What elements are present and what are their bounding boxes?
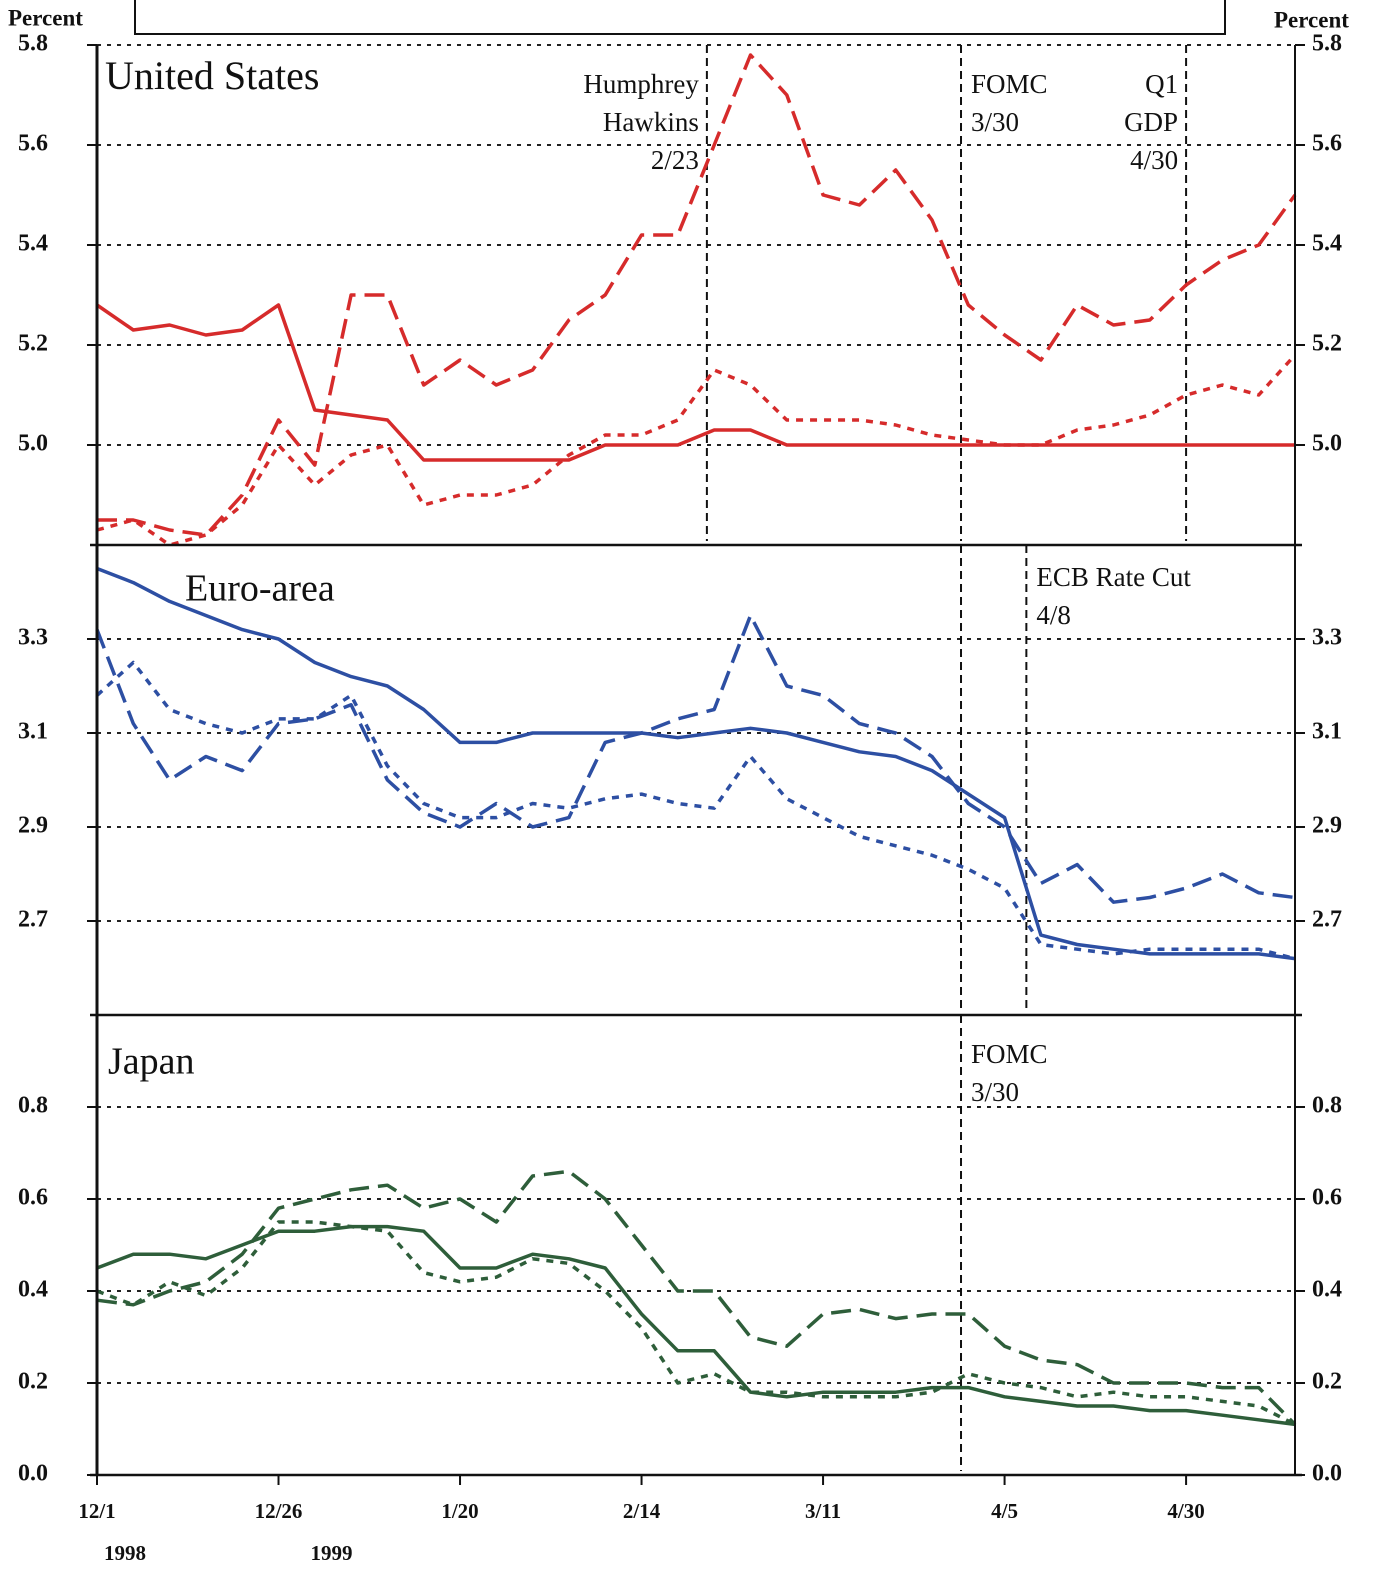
y2-tick-label: 0.0 [1312, 1461, 1342, 1487]
y2-tick-label: 2.7 [1312, 907, 1342, 933]
series-line [96, 1220, 1296, 1426]
x-tick-label: 2/14 [623, 1499, 661, 1523]
y2-tick-label: 3.3 [1312, 625, 1342, 651]
y2-tick-label: 0.4 [1312, 1277, 1342, 1303]
panel-title: United States [105, 53, 319, 98]
series-line [96, 353, 1297, 547]
y-tick-label: 5.4 [18, 231, 48, 257]
y-tick-label: 5.2 [18, 331, 48, 357]
y-tick-label: 0.4 [18, 1277, 48, 1303]
x-tick-label: 12/26 [255, 1499, 303, 1523]
event-label: Humphrey [583, 69, 699, 99]
year-label: 1998 [104, 1541, 146, 1565]
y-tick-label: 3.1 [18, 719, 48, 745]
y-tick-label: 2.7 [18, 907, 48, 933]
event-label: Q1 [1145, 69, 1178, 99]
x-tick-label: 12/1 [78, 1499, 115, 1523]
y-tick-label: 2.9 [18, 813, 48, 839]
y2-tick-label: 3.1 [1312, 719, 1342, 745]
series-line [96, 303, 1295, 462]
y-axis-label: Percent [8, 5, 83, 30]
event-label: FOMC [971, 69, 1048, 99]
series-line [96, 566, 1296, 961]
event-label: 2/23 [651, 145, 699, 175]
panel-title: Euro-area [185, 568, 335, 610]
y-tick-label: 0.2 [18, 1369, 48, 1395]
event-label: GDP [1124, 107, 1178, 137]
y2-tick-label: 0.6 [1312, 1185, 1342, 1211]
event-label: 4/8 [1036, 600, 1071, 630]
y2-tick-label: 5.8 [1312, 31, 1342, 57]
y-tick-label: 5.0 [18, 431, 48, 457]
series-line [97, 53, 1297, 537]
y-tick-label: 0.0 [18, 1461, 48, 1487]
y-tick-label: 0.6 [18, 1185, 48, 1211]
event-label: 4/30 [1130, 145, 1178, 175]
x-tick-label: 3/11 [805, 1499, 841, 1523]
y2-tick-label: 0.2 [1312, 1369, 1342, 1395]
y2-tick-label: 5.0 [1312, 431, 1342, 457]
y-tick-label: 0.8 [18, 1093, 48, 1119]
y2-tick-label: 5.2 [1312, 331, 1342, 357]
y2-tick-label: 0.8 [1312, 1093, 1342, 1119]
x-tick-label: 4/5 [991, 1499, 1018, 1523]
event-label: 3/30 [971, 1077, 1019, 1107]
series-line [95, 613, 1296, 904]
series-line [96, 1224, 1296, 1427]
y2-tick-label: 5.4 [1312, 231, 1342, 257]
legend-box [134, 0, 1226, 35]
y2-tick-label: 5.6 [1312, 131, 1342, 157]
series-line [95, 660, 1296, 961]
series-line [96, 1169, 1297, 1426]
year-label: 1999 [311, 1541, 353, 1565]
y2-axis-label: Percent [1274, 7, 1349, 32]
event-label: FOMC [971, 1039, 1048, 1069]
event-label: 3/30 [971, 107, 1019, 137]
y-tick-label: 3.3 [18, 625, 48, 651]
event-label: Hawkins [603, 107, 699, 137]
y-tick-label: 5.8 [18, 31, 48, 57]
x-tick-label: 4/30 [1167, 1499, 1204, 1523]
y2-tick-label: 2.9 [1312, 813, 1342, 839]
y-tick-label: 5.6 [18, 131, 48, 157]
event-label: ECB Rate Cut [1036, 562, 1191, 592]
x-tick-label: 1/20 [441, 1499, 478, 1523]
panel-title: Japan [108, 1041, 195, 1083]
